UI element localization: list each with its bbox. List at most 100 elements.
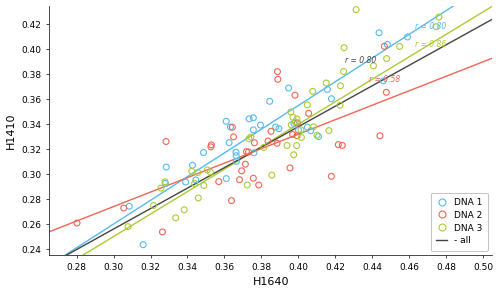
Point [304, 111, 312, 116]
Point [340, 69, 347, 74]
Point [250, 115, 258, 120]
Point [290, 121, 298, 126]
Legend: DNA 1, DNA 2, DNA 3, - all: DNA 1, DNA 2, DNA 3, - all [430, 193, 488, 251]
Point [328, 96, 336, 101]
Point [340, 45, 348, 50]
Point [396, 44, 404, 49]
Point [162, 139, 170, 144]
Point [304, 103, 312, 107]
Point [310, 125, 318, 129]
Point [180, 207, 188, 212]
Point [334, 142, 342, 147]
Point [260, 145, 268, 150]
Text: r = 0.80: r = 0.80 [415, 21, 446, 30]
Point [192, 178, 200, 182]
Point [228, 198, 235, 203]
Point [190, 181, 198, 186]
Point [157, 186, 165, 190]
Point [380, 44, 388, 49]
Point [370, 63, 378, 68]
Point [125, 204, 133, 209]
X-axis label: H1640: H1640 [252, 277, 289, 287]
Point [242, 149, 250, 154]
Point [247, 135, 255, 139]
Point [307, 128, 315, 133]
Point [291, 93, 299, 98]
Point [225, 140, 233, 145]
Point [273, 141, 281, 146]
Point [124, 224, 132, 229]
Point [264, 139, 272, 143]
Point [208, 142, 216, 147]
Point [204, 168, 212, 172]
Point [290, 152, 298, 157]
Y-axis label: H1410: H1410 [6, 112, 16, 149]
Point [375, 30, 383, 35]
Point [274, 69, 281, 74]
Text: r = 0.58: r = 0.58 [368, 75, 400, 84]
Point [304, 125, 312, 130]
Point [298, 135, 306, 140]
Point [236, 177, 244, 182]
Point [232, 150, 240, 155]
Point [308, 89, 316, 94]
Point [266, 99, 274, 104]
Point [250, 176, 258, 180]
Point [162, 181, 170, 186]
Point [194, 196, 202, 200]
Point [287, 110, 295, 114]
Point [283, 143, 291, 148]
Point [161, 179, 169, 184]
Point [328, 174, 336, 179]
Point [384, 42, 392, 47]
Point [291, 120, 299, 124]
Point [288, 132, 296, 137]
Point [352, 7, 360, 12]
Point [267, 129, 275, 134]
Point [294, 121, 302, 125]
Point [288, 122, 296, 127]
Point [238, 168, 246, 173]
Point [435, 15, 443, 20]
Point [336, 103, 344, 108]
Point [139, 242, 147, 247]
Point [336, 84, 344, 88]
Point [284, 86, 292, 90]
Point [232, 153, 240, 158]
Point [294, 128, 302, 133]
Text: r = 0.80: r = 0.80 [344, 57, 376, 65]
Point [222, 119, 230, 124]
Point [222, 176, 230, 181]
Point [182, 180, 190, 184]
Point [244, 150, 252, 154]
Point [245, 137, 253, 141]
Point [286, 166, 294, 170]
Point [200, 183, 208, 188]
Point [206, 170, 214, 174]
Point [314, 134, 322, 139]
Point [242, 162, 250, 166]
Point [230, 134, 237, 139]
Point [293, 117, 301, 121]
Point [250, 150, 258, 155]
Point [324, 87, 332, 92]
Point [200, 150, 207, 155]
Point [243, 183, 251, 187]
Point [226, 125, 234, 130]
Point [275, 126, 283, 131]
Point [73, 221, 81, 225]
Point [172, 215, 179, 220]
Point [322, 81, 330, 85]
Point [162, 165, 170, 169]
Point [272, 125, 280, 129]
Point [245, 116, 253, 121]
Point [292, 143, 300, 148]
Point [338, 143, 346, 148]
Point [382, 56, 390, 61]
Point [293, 133, 301, 138]
Point [380, 79, 388, 83]
Point [188, 169, 196, 174]
Point [232, 159, 240, 164]
Point [382, 90, 390, 95]
Point [158, 230, 166, 234]
